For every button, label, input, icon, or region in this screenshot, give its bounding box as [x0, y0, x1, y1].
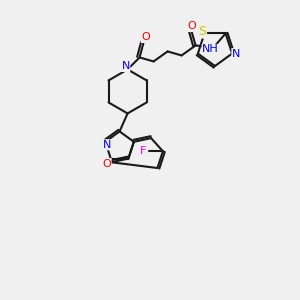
Text: N: N: [122, 61, 130, 71]
Text: F: F: [140, 146, 146, 156]
Text: O: O: [141, 32, 150, 42]
Text: NH: NH: [202, 44, 219, 54]
Text: N: N: [103, 140, 112, 150]
Text: N: N: [232, 49, 240, 58]
Text: O: O: [187, 21, 196, 32]
Text: O: O: [102, 159, 111, 169]
Text: S: S: [198, 25, 206, 38]
